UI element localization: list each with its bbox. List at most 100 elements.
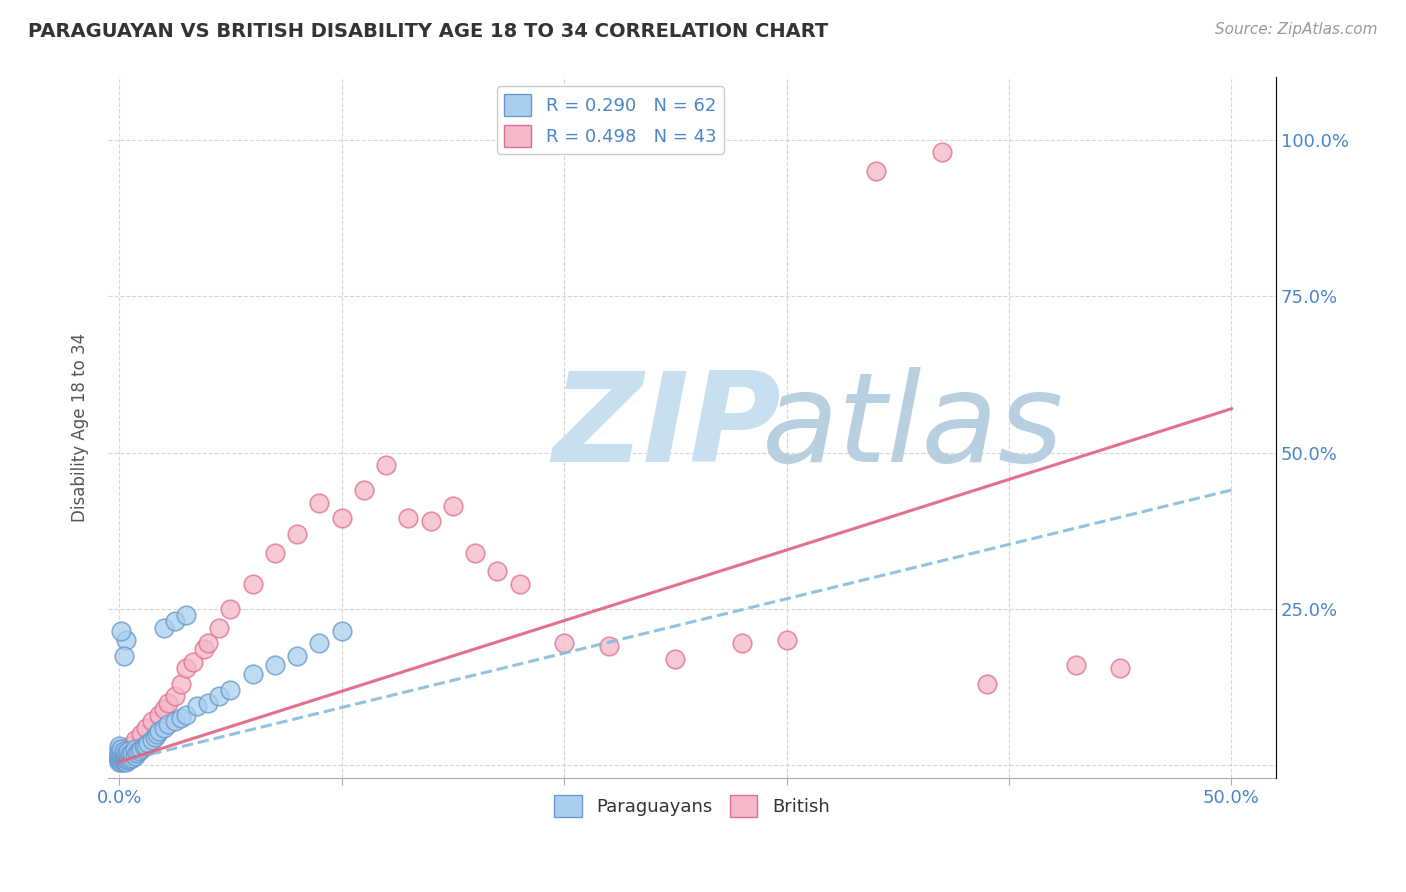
Point — [308, 636, 330, 650]
Point — [110, 742, 132, 756]
Point — [330, 511, 353, 525]
Point — [132, 739, 155, 754]
Point — [128, 744, 150, 758]
Point — [131, 742, 153, 756]
Point — [120, 752, 142, 766]
Point — [174, 661, 197, 675]
Point — [865, 164, 887, 178]
Point — [135, 721, 157, 735]
Point — [120, 739, 142, 754]
Point — [112, 746, 135, 760]
Point — [110, 755, 132, 769]
Point — [108, 742, 131, 756]
Point — [553, 636, 575, 650]
Point — [441, 499, 464, 513]
Point — [170, 677, 193, 691]
Point — [110, 748, 132, 763]
Point — [263, 658, 285, 673]
Point — [731, 636, 754, 650]
Point — [419, 514, 441, 528]
Point — [193, 642, 215, 657]
Point — [108, 752, 131, 766]
Point — [219, 601, 242, 615]
Point — [174, 607, 197, 622]
Point — [186, 698, 208, 713]
Point — [112, 750, 135, 764]
Y-axis label: Disability Age 18 to 34: Disability Age 18 to 34 — [72, 333, 89, 522]
Point — [124, 742, 146, 756]
Text: PARAGUAYAN VS BRITISH DISABILITY AGE 18 TO 34 CORRELATION CHART: PARAGUAYAN VS BRITISH DISABILITY AGE 18 … — [28, 22, 828, 41]
Point — [108, 739, 131, 754]
Point — [114, 746, 136, 760]
Point — [112, 648, 135, 663]
Point — [108, 755, 131, 769]
Point — [141, 714, 163, 729]
Point — [263, 545, 285, 559]
Point — [135, 739, 157, 754]
Point — [163, 690, 186, 704]
Point — [108, 753, 131, 767]
Point — [464, 545, 486, 559]
Point — [396, 511, 419, 525]
Point — [285, 648, 308, 663]
Point — [108, 747, 131, 761]
Point — [146, 727, 169, 741]
Point — [124, 748, 146, 763]
Text: atlas: atlas — [762, 367, 1064, 488]
Point — [152, 702, 174, 716]
Point — [110, 746, 132, 760]
Point — [163, 714, 186, 729]
Text: ZIP: ZIP — [551, 367, 780, 488]
Point — [157, 717, 180, 731]
Point — [114, 748, 136, 763]
Point — [330, 624, 353, 638]
Point — [197, 636, 219, 650]
Point — [117, 753, 139, 767]
Point — [174, 708, 197, 723]
Point — [163, 615, 186, 629]
Point — [375, 458, 398, 472]
Point — [108, 750, 131, 764]
Point — [219, 683, 242, 698]
Point — [208, 690, 231, 704]
Point — [125, 746, 148, 760]
Point — [120, 747, 142, 761]
Point — [148, 723, 170, 738]
Point — [121, 746, 143, 760]
Point — [112, 755, 135, 769]
Point — [486, 564, 509, 578]
Point — [143, 730, 166, 744]
Point — [775, 633, 797, 648]
Point — [242, 667, 264, 681]
Point — [110, 748, 132, 763]
Point — [1109, 661, 1132, 675]
Point — [976, 677, 998, 691]
Point — [664, 652, 686, 666]
Point — [931, 145, 953, 160]
Point — [112, 753, 135, 767]
Point — [108, 748, 131, 763]
Point — [152, 721, 174, 735]
Point — [598, 640, 620, 654]
Point — [170, 711, 193, 725]
Point — [308, 495, 330, 509]
Point — [117, 744, 139, 758]
Legend: Paraguayans, British: Paraguayans, British — [547, 788, 837, 824]
Point — [114, 742, 136, 756]
Point — [112, 747, 135, 761]
Point — [110, 624, 132, 638]
Point — [242, 576, 264, 591]
Point — [1064, 658, 1087, 673]
Point — [124, 733, 146, 747]
Point — [208, 621, 231, 635]
Point — [509, 576, 531, 591]
Point — [136, 736, 159, 750]
Point — [148, 708, 170, 723]
Point — [121, 750, 143, 764]
Point — [197, 696, 219, 710]
Point — [108, 752, 131, 766]
Point — [110, 752, 132, 766]
Point — [114, 633, 136, 648]
Point — [141, 733, 163, 747]
Point — [131, 727, 153, 741]
